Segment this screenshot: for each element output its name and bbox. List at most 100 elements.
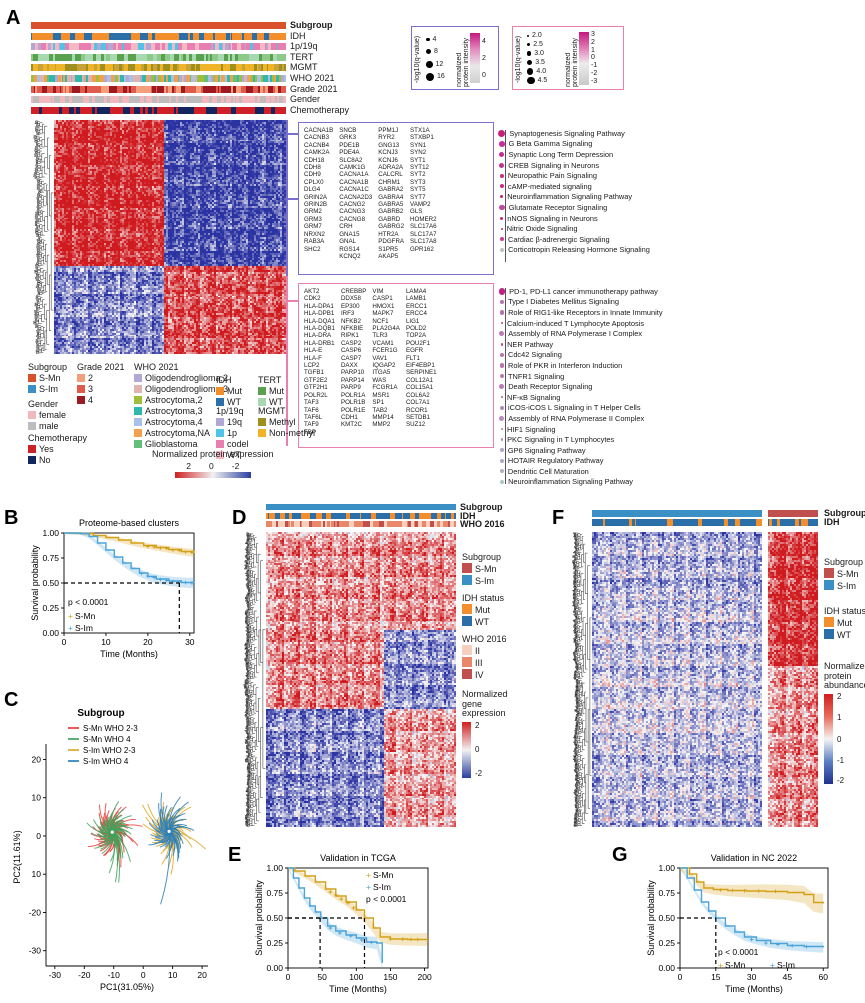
legend-item: Mut	[824, 617, 865, 629]
legend-swatch	[216, 398, 224, 406]
pathway-row: GP6 Signaling Pathway	[498, 445, 663, 456]
legend-box-purple-key: -log10(q-value) 4 8 12 16 normalized protei…	[411, 26, 499, 90]
legend-item: Non-methyl	[258, 428, 315, 439]
legend-title-gene-scale-d: Normalized gene expression	[462, 689, 518, 719]
legend-item: Oligodendroglioma,2	[134, 373, 228, 384]
gene-scale-tick-neg2: -2	[475, 769, 482, 778]
gene-name: ADRA2A	[378, 164, 404, 171]
legend-title-mgmt: MGMT	[258, 405, 315, 417]
legend-title-protein-scale: Normalized protein expression	[152, 448, 274, 460]
gene-name: GTF2H1	[304, 384, 335, 391]
pathway-dot	[500, 227, 503, 230]
svg-text:0.00: 0.00	[658, 963, 675, 973]
legend-item: III	[462, 657, 507, 669]
gene-name: CASP7	[341, 355, 366, 362]
legend-swatch	[216, 387, 224, 395]
svg-text:1.00: 1.00	[658, 863, 675, 873]
legend-item: S-Mn	[28, 373, 67, 384]
key-dot-row: 3.5	[527, 58, 547, 67]
pathway-row: Synaptic Long Term Depression	[498, 149, 650, 160]
panel-a-heatmap	[54, 120, 286, 354]
pathway-dot	[499, 173, 504, 178]
gene-name: GABRG2	[378, 223, 404, 230]
annotation-track-subgroup-right	[768, 510, 818, 517]
pink-key-colorbar-ticks: 3 2 1 0 -1 -2 -3	[591, 31, 597, 86]
pathway-row: NER Pathway	[498, 339, 663, 350]
pathway-list-pink: PD-1, PD-L1 cancer immunotherapy pathway…	[498, 286, 663, 487]
purple-key-dots: 4 8 12 16	[426, 33, 445, 83]
key-dot-marker	[527, 59, 533, 66]
svg-text:-30: -30	[29, 946, 42, 956]
svg-text:Time (Months): Time (Months)	[725, 984, 783, 994]
pathway-label: nNOS Signaling in Neurons	[507, 214, 597, 223]
legend-swatch	[462, 563, 472, 573]
legend-title-idh: IDH	[216, 374, 242, 386]
gene-name: KCNJ6	[378, 157, 404, 164]
legend-item: II	[462, 645, 507, 657]
key-dot-label: 3.5	[535, 59, 545, 66]
gene-name: COL12A1	[406, 377, 437, 384]
legend-label: S-Im	[39, 384, 58, 394]
colorbar-tick: -2	[591, 70, 597, 78]
pathway-row: Glutamate Receptor Signaling	[498, 202, 650, 213]
gene-name: CACNA1B	[304, 127, 333, 134]
gene-name: MSR1	[372, 392, 400, 399]
svg-text:10: 10	[32, 793, 42, 803]
pathway-dot	[499, 479, 505, 485]
gene-name: NFKB2	[341, 318, 366, 325]
gene-name: GABRA5	[378, 201, 404, 208]
pathway-row: HOTAIR Regulatory Pathway	[498, 456, 663, 467]
gene-name: COL6A2	[406, 392, 437, 399]
legend-item: Astrocytoma,4	[134, 417, 228, 428]
key-dot-marker	[527, 76, 535, 85]
pathway-label: G Beta Gamma Signaling	[509, 139, 593, 148]
svg-text:20: 20	[197, 970, 207, 980]
gene-name: TLR3	[372, 332, 400, 339]
key-dot-row: 2.0	[527, 31, 547, 40]
gene-name: AKT2	[304, 288, 335, 295]
panel-letter-g: G	[612, 845, 628, 865]
pathway-row: Neuroinflammation Signaling Pathway	[498, 477, 663, 488]
pathway-row: cAMP-mediated signaling	[498, 181, 650, 192]
gene-name: EIF4EBP1	[406, 362, 437, 369]
svg-text:Subgroup: Subgroup	[77, 708, 124, 719]
gene-name: SUZ12	[406, 421, 437, 428]
gene-name: DAXX	[341, 362, 366, 369]
key-dot-label: 16	[437, 73, 445, 80]
key-dot-row: 4.0	[527, 67, 547, 76]
gene-name: GNG13	[378, 142, 404, 149]
gene-name: PARP14	[341, 377, 366, 384]
legend-swatch	[462, 645, 472, 655]
pathway-row: iCOS-iCOS L Signaling in T Helper Cells	[498, 403, 663, 414]
svg-text:30: 30	[185, 637, 195, 647]
legend-label: WT	[837, 630, 851, 640]
legend-item: WT	[216, 397, 242, 408]
gene-name: CDH1	[341, 414, 366, 421]
legend-item: male	[28, 421, 66, 432]
pathway-dot	[500, 438, 504, 441]
pathway-label: Neuropathic Pain Signaling	[508, 171, 597, 180]
pathway-label: Death Receptor Signaling	[508, 382, 592, 391]
colorbar-tick: 2	[482, 50, 486, 67]
legend-label: 1p	[227, 428, 237, 438]
gene-name: SERPINE1	[406, 369, 437, 376]
svg-text:10: 10	[101, 637, 111, 647]
gene-name: CACNG3	[339, 208, 372, 215]
track-label-gender: Gender	[290, 94, 320, 104]
gene-name: LAMB1	[406, 295, 437, 302]
gene-name: CASP1	[372, 295, 400, 302]
legend-label: 2	[88, 373, 93, 383]
legend-swatch	[462, 657, 472, 667]
pathway-dot	[499, 405, 504, 411]
gene-name: SYT7	[410, 194, 437, 201]
panel-d-heatmap	[266, 532, 456, 827]
svg-text:20: 20	[32, 754, 42, 764]
panel-f-row-dendrogram	[570, 532, 592, 827]
panel-a-row-dendrogram	[28, 120, 54, 354]
svg-text:Survival probability: Survival probability	[30, 545, 40, 621]
pathway-row: Cdc42 Signaling	[498, 350, 663, 361]
legend-item: Mut	[216, 386, 242, 397]
track-label-f-subgroup: Subgroup	[824, 508, 865, 518]
gene-name: TAF3	[304, 399, 335, 406]
